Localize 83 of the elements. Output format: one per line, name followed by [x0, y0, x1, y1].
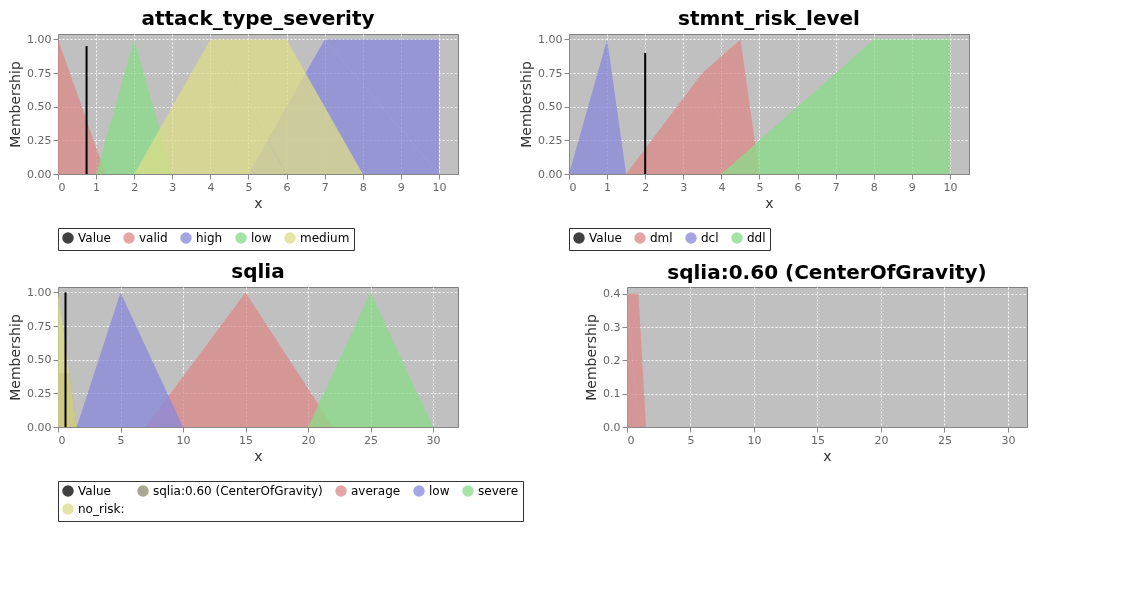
y-tick-label: 1.00	[27, 285, 52, 299]
legend-label: Value	[78, 484, 111, 498]
y-tick-label: 0.50	[538, 100, 563, 114]
x-tick-label: 1	[93, 180, 101, 194]
x-tick-label: 5	[117, 433, 125, 447]
y-tick-label: 0.75	[538, 66, 563, 80]
y-tick-label: 0.00	[27, 167, 52, 181]
x-tick-label: 25	[937, 433, 952, 447]
y-tick-label: 1.00	[27, 32, 52, 46]
x-axis-title: x	[765, 194, 774, 211]
y-axis-title: Membership	[518, 61, 535, 148]
x-axis-title: x	[823, 447, 832, 464]
x-tick-label: 9	[397, 180, 405, 194]
y-axis-title: Membership	[7, 61, 24, 148]
x-tick-label: 7	[832, 180, 840, 194]
x-tick-label: 2	[642, 180, 650, 194]
x-tick-label: 3	[169, 180, 177, 194]
x-axis-title: x	[254, 194, 263, 211]
x-tick-label: 10	[747, 433, 762, 447]
x-tick-label: 5	[687, 433, 695, 447]
legend-label: Value	[78, 231, 111, 245]
x-tick-label: 20	[301, 433, 316, 447]
y-axis-title: Membership	[7, 314, 24, 401]
x-tick-label: 6	[283, 180, 291, 194]
legend-label: dcl	[701, 231, 719, 245]
x-tick-label: 10	[176, 433, 191, 447]
x-tick-label: 1	[604, 180, 612, 194]
chart-title: sqlia:0.60 (CenterOfGravity)	[667, 260, 987, 284]
chart-title: sqlia	[231, 259, 285, 284]
y-tick-label: 0.0	[603, 420, 621, 434]
x-tick-label: 20	[874, 433, 889, 447]
x-tick-label: 25	[364, 433, 378, 447]
x-tick-label: 5	[245, 180, 253, 194]
y-tick-label: 0.50	[27, 353, 52, 367]
y-tick-label: 0.00	[27, 420, 52, 434]
legend-label: valid	[139, 231, 168, 245]
y-tick-label: 0.25	[27, 133, 52, 147]
legend-label: average	[351, 484, 401, 498]
y-tick-label: 0.50	[27, 100, 52, 114]
x-axis-title: x	[254, 447, 263, 464]
legend-label: sqlia:0.60 (CenterOfGravity)	[153, 484, 323, 498]
x-tick-label: 8	[359, 180, 367, 194]
x-tick-label: 15	[239, 433, 253, 447]
legend-label: low	[251, 231, 272, 245]
y-tick-label: 0.75	[27, 319, 52, 333]
x-tick-label: 10	[432, 180, 447, 194]
chart-title: stmnt_risk_level	[678, 6, 860, 31]
x-tick-label: 3	[680, 180, 688, 194]
y-tick-label: 0.1	[603, 387, 621, 401]
x-tick-label: 2	[131, 180, 139, 194]
legend-label: severe	[478, 484, 519, 498]
x-tick-label: 0	[58, 433, 66, 447]
x-tick-label: 4	[207, 180, 215, 194]
legend-label: Value	[589, 231, 622, 245]
x-tick-label: 9	[908, 180, 916, 194]
y-tick-label: 0.2	[603, 353, 621, 367]
x-tick-label: 0	[58, 180, 66, 194]
legend-label: ddl	[747, 231, 766, 245]
legend-label: no_risk:	[78, 502, 125, 516]
y-axis-title: Membership	[583, 314, 600, 401]
y-tick-label: 0.3	[603, 320, 621, 334]
x-tick-label: 5	[756, 180, 764, 194]
x-tick-label: 30	[1001, 433, 1016, 447]
x-tick-label: 7	[321, 180, 329, 194]
y-tick-label: 1.00	[538, 32, 563, 46]
y-tick-label: 0.75	[27, 66, 52, 80]
y-tick-label: 0.25	[538, 133, 563, 147]
x-tick-label: 30	[426, 433, 441, 447]
legend-label: low	[429, 484, 450, 498]
legend-label: medium	[300, 231, 350, 245]
x-tick-label: 15	[810, 433, 825, 447]
legend-label: high	[196, 231, 223, 245]
y-tick-label: 0.00	[538, 167, 563, 181]
y-tick-label: 0.25	[27, 386, 52, 400]
x-tick-label: 0	[569, 180, 577, 194]
x-tick-label: 8	[870, 180, 878, 194]
chart-title: attack_type_severity	[141, 6, 375, 31]
x-tick-label: 6	[794, 180, 802, 194]
y-tick-label: 0.4	[603, 287, 621, 301]
x-tick-label: 10	[943, 180, 958, 194]
x-tick-label: 0	[627, 433, 635, 447]
x-tick-label: 4	[718, 180, 726, 194]
legend-label: dml	[650, 231, 673, 245]
